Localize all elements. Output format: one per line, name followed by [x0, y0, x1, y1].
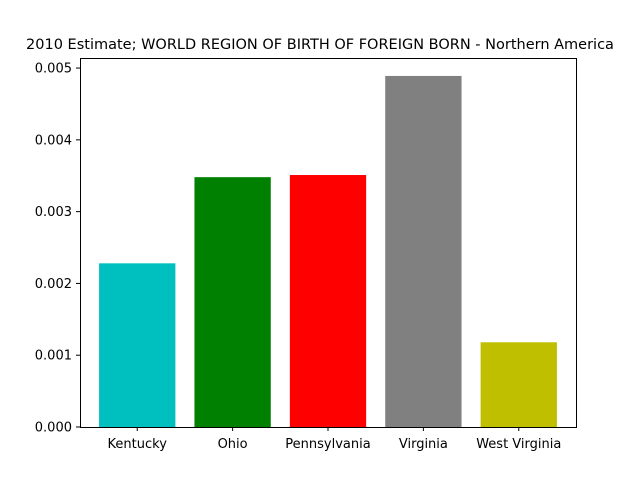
y-axis: 0.000 0.001 0.002 0.003 0.004 0.005	[35, 62, 80, 436]
y-tick-label: 0.004	[35, 133, 72, 148]
x-tick-label: Ohio	[218, 437, 248, 452]
x-tick-label: Pennsylvania	[285, 437, 370, 452]
chart-title: 2010 Estimate; WORLD REGION OF BIRTH OF …	[26, 37, 614, 53]
plot-area-frame	[80, 58, 577, 428]
x-axis: Kentucky Ohio Pennsylvania Virginia West Vir…	[108, 427, 561, 452]
y-tick-label: 0.000	[35, 421, 72, 436]
y-tick-label: 0.005	[35, 62, 72, 77]
x-tick-label: Virginia	[399, 437, 448, 452]
bar-west-virginia	[480, 342, 557, 427]
x-tick-label: Kentucky	[108, 437, 168, 452]
bar-pennsylvania	[289, 175, 367, 427]
y-tick-label: 0.003	[35, 205, 72, 220]
x-tick-label: West Virginia	[476, 437, 561, 452]
y-tick-label: 0.001	[35, 349, 72, 364]
bar-virginia	[385, 75, 462, 427]
bars-group	[99, 75, 557, 427]
bar-kentucky	[99, 263, 176, 427]
y-tick-label: 0.002	[35, 277, 72, 292]
bar-ohio	[194, 177, 271, 427]
